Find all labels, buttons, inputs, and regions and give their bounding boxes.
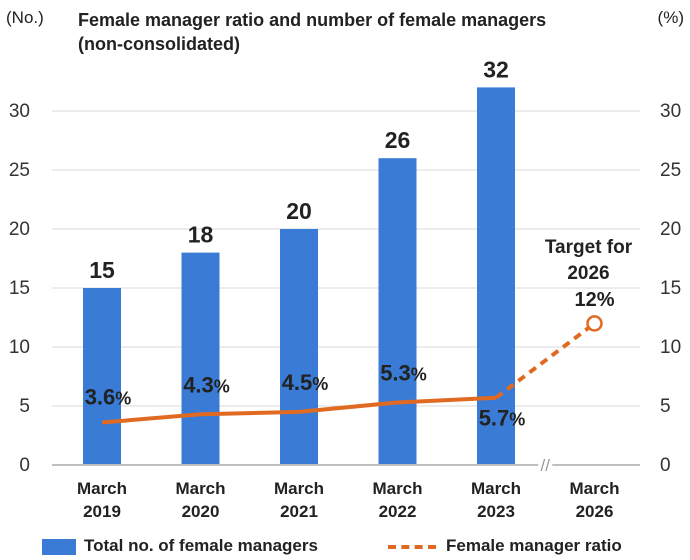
y-tick-label-right: 10: [660, 337, 681, 358]
legend-line-swatch: [388, 545, 436, 549]
x-tick-label: 2019: [83, 502, 121, 521]
x-tick-label: March: [569, 479, 619, 498]
ratio-value-unit: %: [312, 374, 328, 394]
chart-title-line-1: Female manager ratio and number of femal…: [78, 10, 547, 30]
y-tick-label-left: 0: [19, 455, 30, 476]
x-tick-label: 2020: [182, 502, 220, 521]
bar: [378, 158, 417, 465]
left-axis-unit: (No.): [6, 8, 44, 27]
ratio-value-label: 3.6%: [85, 385, 132, 410]
legend: Total no. of female managers Female mana…: [0, 535, 690, 559]
bar-value-label: 32: [483, 56, 509, 82]
x-tick-label: March: [175, 479, 225, 498]
bar-value-label: 20: [286, 198, 312, 224]
right-axis-unit: (%): [657, 8, 684, 27]
bar: [83, 288, 121, 465]
target-value-label: 12%: [574, 289, 614, 311]
x-tick-label: March: [274, 479, 324, 498]
bar-value-label: 15: [89, 257, 115, 283]
x-tick-label: March: [372, 479, 422, 498]
y-tick-label-left: 20: [9, 219, 30, 240]
y-tick-label-left: 10: [9, 337, 30, 358]
y-tick-label-right: 25: [660, 160, 681, 181]
y-tick-label-left: 25: [9, 160, 30, 181]
x-tick-label: March: [77, 479, 127, 498]
bar: [477, 87, 515, 466]
y-tick-label-left: 15: [9, 278, 30, 299]
ratio-value-label: 4.5%: [282, 370, 329, 395]
bar: [181, 252, 220, 465]
y-tick-label-right: 0: [660, 455, 671, 476]
bars: [83, 87, 515, 466]
x-tick-label: 2021: [280, 502, 318, 521]
ratio-value-label: 5.3%: [380, 360, 427, 385]
bar-value-label: 18: [188, 222, 214, 248]
y-tick-label-left: 30: [9, 101, 30, 122]
y-tick-label-right: 20: [660, 219, 681, 240]
ratio-value-unit: %: [509, 410, 525, 430]
y-tick-label-right: 15: [660, 278, 681, 299]
chart-title-line-2: (non-consolidated): [78, 34, 240, 54]
y-tick-label-right: 30: [660, 101, 681, 122]
ratio-value-label: 4.3%: [183, 372, 230, 397]
ratio-value-unit: %: [115, 389, 131, 409]
legend-bar-swatch: [42, 539, 76, 555]
target-point: [586, 315, 603, 332]
ratio-value-label: 5.7%: [479, 406, 526, 431]
legend-line-label: Female manager ratio: [446, 536, 622, 555]
ratio-line: [101, 315, 603, 425]
y-tick-label-left: 5: [19, 396, 30, 417]
ratio-value-unit: %: [214, 376, 230, 396]
y-tick-label-right: 5: [660, 396, 671, 417]
x-tick-label: 2023: [477, 502, 515, 521]
x-tick-label: March: [471, 479, 521, 498]
axis-break-mark: //: [541, 456, 551, 475]
x-tick-label: 2026: [576, 502, 614, 521]
bar-value-label: 26: [385, 127, 411, 153]
legend-bar-label: Total no. of female managers: [84, 536, 318, 555]
x-tick-label: 2022: [379, 502, 417, 521]
bar: [280, 229, 318, 465]
target-label-line-2: 2026: [567, 263, 609, 284]
ratio-line-target: [494, 321, 596, 400]
chart-title: Female manager ratio and number of femal…: [78, 8, 546, 56]
ratio-line-actual: [101, 395, 497, 425]
target-label-line-1: Target for: [545, 237, 633, 258]
ratio-value-unit: %: [411, 364, 427, 384]
gridlines: [52, 110, 640, 407]
